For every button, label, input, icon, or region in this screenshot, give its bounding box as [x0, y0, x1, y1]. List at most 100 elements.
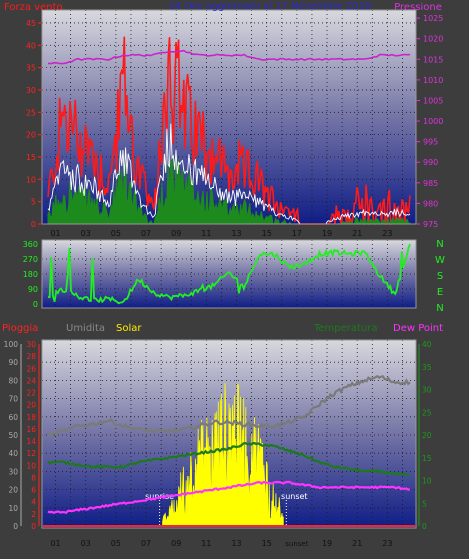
rain-tick-label: 20 [26, 401, 36, 410]
wind-tick-label: 25 [26, 108, 36, 117]
wind-y-axis-labels: 0 5 10 15 20 25 30 35 40 45 [26, 19, 42, 229]
rain-tick-label: 10 [26, 461, 36, 470]
chart-title: 24 Ore aggiornato al 17 Novembre 2010 [169, 1, 372, 12]
compass-letter: W [435, 255, 445, 266]
compass-letter: N [436, 303, 443, 314]
rain-tick-label: 24 [26, 376, 36, 385]
humidity-tick-label: 70 [8, 395, 18, 404]
pressure-tick-label: 990 [423, 158, 438, 167]
wind-tick-label: 10 [26, 175, 36, 184]
humidity-tick-label: 90 [8, 358, 18, 367]
wind-x-axis-labels: 01 03 05 07 09 11 13 15 17 19 21 23 [50, 229, 392, 238]
pressure-tick-label: 975 [423, 220, 438, 229]
wind-average-line [47, 123, 411, 225]
pressure-tick-label: 1005 [423, 96, 443, 105]
x-tick-label: 09 [171, 229, 181, 238]
temperature-tick-label: 30 [422, 386, 432, 395]
pressure-tick-label: 1015 [423, 55, 443, 64]
x-tick-label: 15 [262, 229, 272, 238]
wind-tick-label: 40 [26, 41, 36, 50]
compass-letter: N [436, 239, 443, 250]
direction-y-axis-labels: 0 90 180 270 360 [23, 240, 38, 309]
rain-tick-label: 12 [26, 449, 36, 458]
rain-tick-label: 0 [31, 522, 36, 531]
x-tick-label: 21 [352, 229, 362, 238]
x-tick-label: 07 [141, 539, 151, 548]
pressure-tick-label: 995 [423, 138, 438, 147]
climate-y-axis-labels: 0102030405060708090100024681012141618202… [4, 340, 432, 531]
humidity-tick-label: 60 [8, 413, 18, 422]
x-tick-label: 01 [50, 229, 60, 238]
wind-tick-label: 45 [26, 19, 36, 28]
temperature-line [47, 441, 411, 477]
x-tick-label: 23 [382, 229, 392, 238]
x-tick-label: 17 [292, 229, 302, 238]
pressure-tick-label: 1010 [423, 76, 443, 85]
humidity-tick-label: 20 [8, 486, 18, 495]
x-tick-label: 15 [262, 539, 272, 548]
wind-tick-label: 5 [31, 198, 36, 207]
humidity-tick-label: 100 [4, 340, 19, 349]
pressure-tick-label: 1025 [423, 14, 443, 23]
direction-plot-area [42, 240, 416, 308]
rain-tick-label: 16 [26, 425, 36, 434]
pressure-line [47, 49, 411, 65]
pressure-tick-label: 1000 [423, 117, 443, 126]
wind-tick-label: 15 [26, 153, 36, 162]
x-tick-label: 07 [141, 229, 151, 238]
x-tick-label: 13 [231, 539, 241, 548]
direction-tick-label: 90 [28, 285, 38, 294]
temperature-tick-label: 5 [422, 499, 427, 508]
rain-tick-label: 30 [26, 340, 36, 349]
humidity-tick-label: 0 [13, 522, 18, 531]
x-tick-label: 19 [322, 539, 332, 548]
humidity-tick-label: 30 [8, 467, 18, 476]
wind-tick-label: 35 [26, 64, 36, 73]
climate-chart: sunrise sunset 01020304050607080901000246… [2, 323, 443, 548]
pressure-tick-label: 1020 [423, 35, 443, 44]
climate-x-axis-labels: 01 03 05 07 09 11 13 15 sunset 19 21 23 [50, 539, 392, 548]
humidity-tick-label: 50 [8, 431, 18, 440]
rain-legend-label: Pioggia [2, 323, 38, 334]
dewpoint-line [47, 480, 411, 515]
rain-tick-label: 8 [31, 473, 36, 482]
humidity-tick-label: 40 [8, 449, 18, 458]
temperature-tick-label: 25 [422, 408, 432, 417]
x-tick-label: 21 [352, 539, 362, 548]
pressure-legend-label: Pressione [394, 2, 442, 13]
temperature-tick-label: 35 [422, 363, 432, 372]
humidity-tick-label: 80 [8, 376, 18, 385]
humidity-tick-label: 10 [8, 504, 18, 513]
x-tick-label: 09 [171, 539, 181, 548]
rain-tick-label: 6 [31, 486, 36, 495]
wind-tick-label: 30 [26, 86, 36, 95]
wind-direction-line [47, 243, 411, 305]
direction-tick-label: 360 [23, 240, 38, 249]
climate-series: sunrise sunset [43, 374, 415, 527]
direction-grid [42, 240, 416, 308]
x-tick-label: 23 [382, 539, 392, 548]
wind-tick-label: 0 [31, 220, 36, 229]
temperature-legend-label: Temperatura [313, 323, 378, 334]
x-tick-label: 19 [322, 229, 332, 238]
wind-tick-label: 20 [26, 131, 36, 140]
x-tick-label: 11 [201, 539, 211, 548]
solar-legend-label: Solar [116, 323, 142, 334]
direction-tick-label: 0 [33, 300, 38, 309]
wind-legend-label: Forza vento [4, 2, 63, 13]
temperature-tick-label: 40 [422, 340, 432, 349]
rain-tick-label: 4 [31, 498, 36, 507]
wind-gust-line [47, 36, 411, 225]
rain-tick-label: 2 [31, 510, 36, 519]
pressure-tick-label: 980 [423, 199, 438, 208]
x-tick-label: 05 [111, 229, 121, 238]
humidity-line [47, 374, 411, 439]
direction-series [47, 243, 411, 305]
direction-tick-label: 270 [23, 255, 38, 264]
x-tick-label: 01 [50, 539, 60, 548]
